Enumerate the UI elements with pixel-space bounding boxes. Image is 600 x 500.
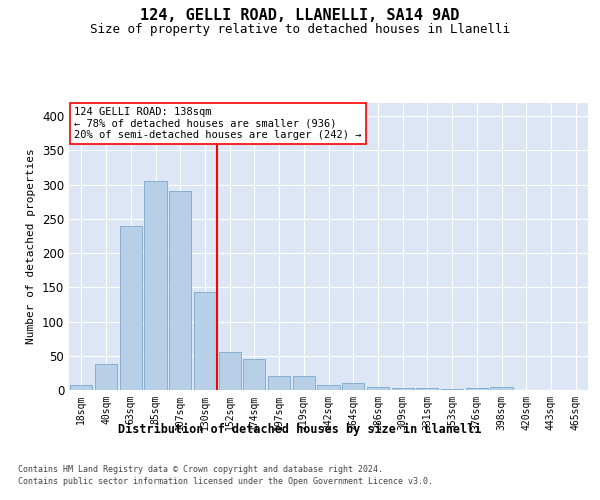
Bar <box>95 364 117 390</box>
Bar <box>194 292 216 390</box>
Bar <box>490 386 512 390</box>
Y-axis label: Number of detached properties: Number of detached properties <box>26 148 37 344</box>
Text: 124 GELLI ROAD: 138sqm
← 78% of detached houses are smaller (936)
20% of semi-de: 124 GELLI ROAD: 138sqm ← 78% of detached… <box>74 107 362 140</box>
Bar <box>70 385 92 390</box>
Text: Distribution of detached houses by size in Llanelli: Distribution of detached houses by size … <box>118 422 482 436</box>
Text: Contains public sector information licensed under the Open Government Licence v3: Contains public sector information licen… <box>18 478 433 486</box>
Text: Size of property relative to detached houses in Llanelli: Size of property relative to detached ho… <box>90 22 510 36</box>
Bar <box>367 386 389 390</box>
Bar <box>169 192 191 390</box>
Bar <box>218 352 241 390</box>
Bar <box>342 383 364 390</box>
Bar <box>119 226 142 390</box>
Bar <box>392 388 414 390</box>
Bar <box>317 385 340 390</box>
Bar <box>416 388 439 390</box>
Text: Contains HM Land Registry data © Crown copyright and database right 2024.: Contains HM Land Registry data © Crown c… <box>18 465 383 474</box>
Bar <box>293 376 315 390</box>
Bar <box>268 376 290 390</box>
Bar <box>145 181 167 390</box>
Bar <box>466 388 488 390</box>
Bar <box>243 359 265 390</box>
Text: 124, GELLI ROAD, LLANELLI, SA14 9AD: 124, GELLI ROAD, LLANELLI, SA14 9AD <box>140 8 460 22</box>
